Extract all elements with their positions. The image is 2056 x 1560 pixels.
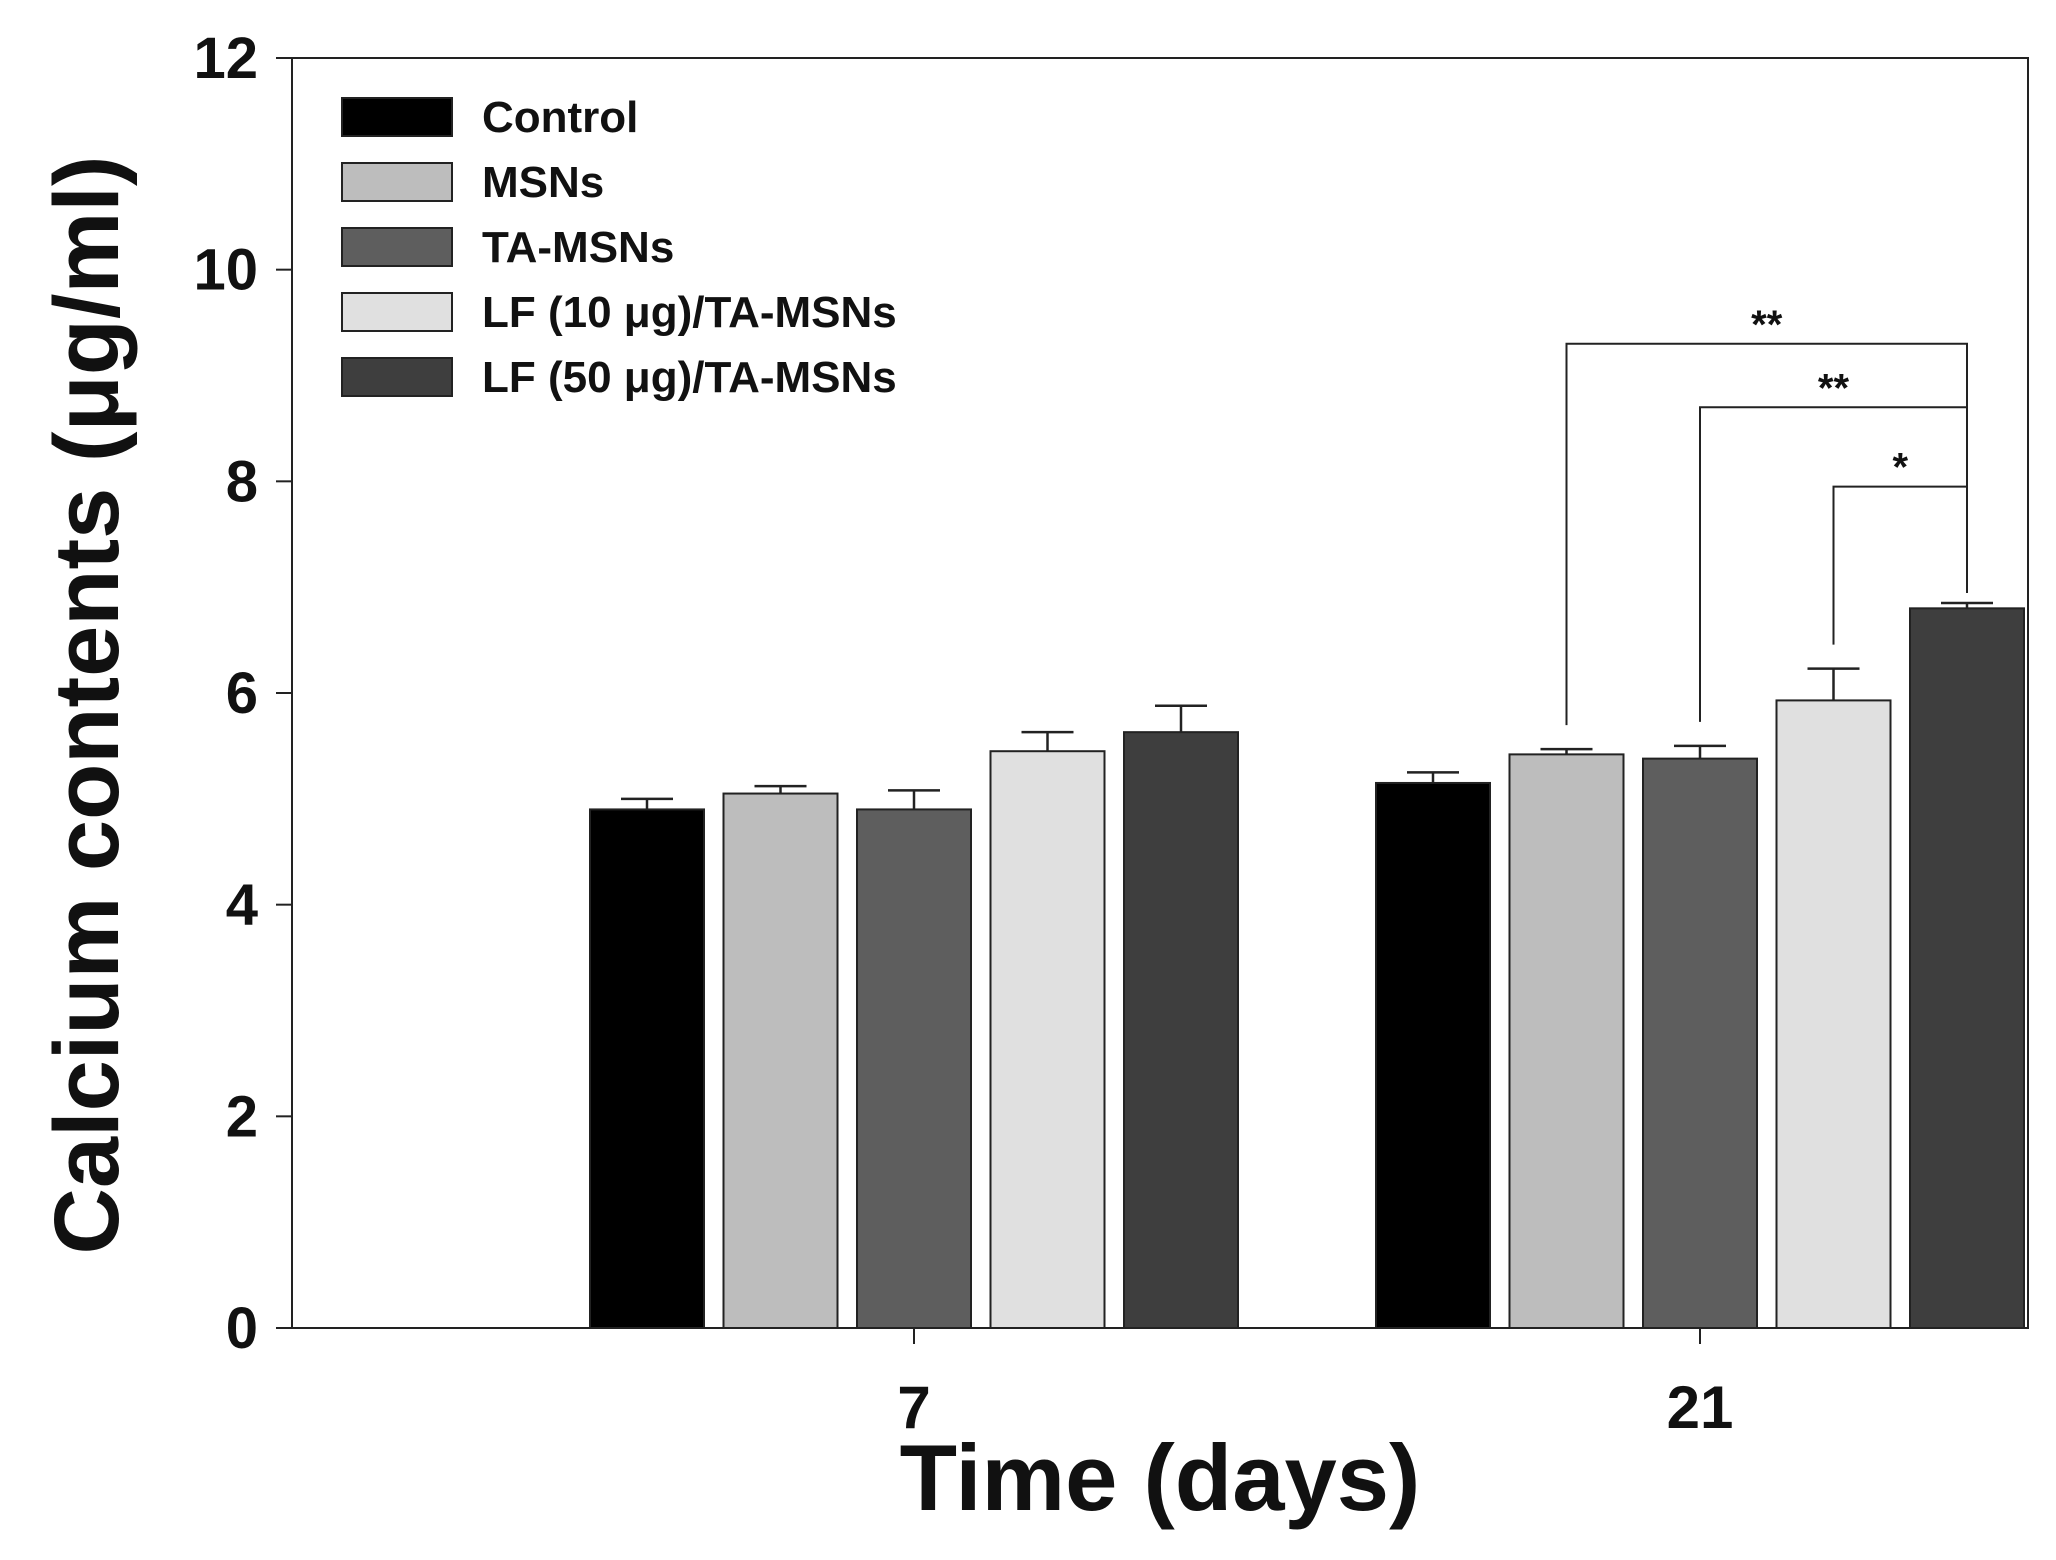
bars-layer <box>589 607 2025 1329</box>
bar <box>1508 753 1625 1329</box>
x-tick-label: 7 <box>897 1374 930 1441</box>
y-tick-label: 10 <box>193 238 258 303</box>
significance-bracket <box>1832 485 1968 645</box>
y-tick-label: 12 <box>193 26 258 91</box>
bar <box>1123 731 1239 1329</box>
bar <box>1909 607 2025 1329</box>
bar <box>722 792 839 1329</box>
legend-swatch <box>341 227 453 267</box>
legend-label: LF (50 μg)/TA-MSNs <box>482 353 897 402</box>
legend-label: TA-MSNs <box>482 223 674 272</box>
significance-label: * <box>1892 446 1908 490</box>
legend-label: LF (10 μg)/TA-MSNs <box>482 288 897 337</box>
significance-bracket <box>1565 342 1968 726</box>
significance-label: ** <box>1751 303 1783 347</box>
legend-swatch <box>341 357 453 397</box>
x-axis-title: Time (days) <box>900 1425 1421 1530</box>
bar <box>589 808 705 1329</box>
axes-layer: 0 2 4 6 8 10 12 7 21 <box>193 26 1733 1441</box>
legend-label: MSNs <box>482 158 604 207</box>
y-tick-label: 8 <box>226 449 258 514</box>
y-tick-label: 6 <box>226 661 258 726</box>
x-tick-label: 21 <box>1667 1374 1734 1441</box>
error-bars-layer <box>621 601 1993 810</box>
y-tick-label: 2 <box>226 1084 258 1149</box>
bar <box>1775 699 1892 1329</box>
bar <box>1642 757 1758 1329</box>
y-tick-label: 0 <box>226 1296 258 1361</box>
y-tick-label: 4 <box>226 873 258 938</box>
significance-layer: ***** <box>1565 303 1968 726</box>
bar <box>989 750 1106 1329</box>
legend-swatch <box>341 292 453 332</box>
y-axis-title: Calcium contents (μg/ml) <box>36 155 138 1254</box>
legend: Control MSNs TA-MSNs LF (10 μg)/TA-MSNs LF (… <box>341 93 897 402</box>
bar <box>1375 781 1491 1329</box>
legend-swatch <box>341 162 453 202</box>
legend-label: Control <box>482 93 638 142</box>
legend-swatch <box>341 97 453 137</box>
significance-label: ** <box>1818 366 1850 410</box>
bar <box>856 808 972 1329</box>
